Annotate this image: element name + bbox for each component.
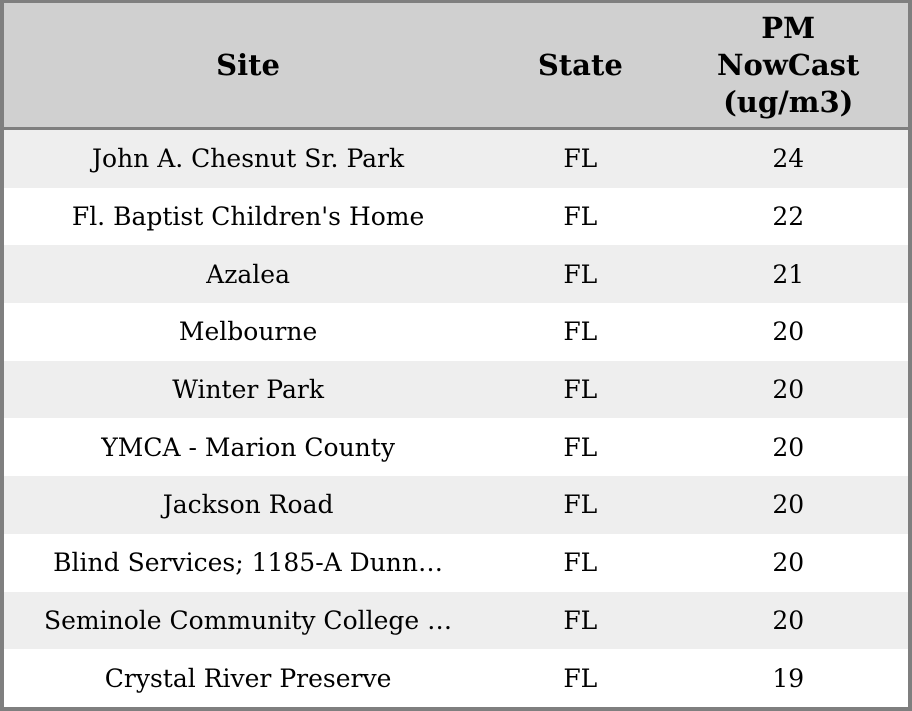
pm-nowcast-cell: 20 xyxy=(772,490,805,520)
site-cell: Winter Park xyxy=(172,375,324,405)
table-row: Jackson Road FL 20 xyxy=(4,476,908,534)
table-row: Azalea FL 21 xyxy=(4,245,908,304)
state-cell: FL xyxy=(563,317,598,347)
column-header-site: Site xyxy=(4,3,493,130)
table-body: John A. Chesnut Sr. Park FL 24 Fl. Bapti… xyxy=(4,128,908,707)
site-cell: Seminole Community College … xyxy=(44,605,453,635)
table-row: Melbourne FL 20 xyxy=(4,303,908,361)
site-cell: Azalea xyxy=(206,259,290,289)
state-cell: FL xyxy=(563,548,598,578)
site-cell: Blind Services; 1185-A Dunn… xyxy=(53,548,443,578)
table-row: Winter Park FL 20 xyxy=(4,360,908,419)
site-cell: Fl. Baptist Children's Home xyxy=(71,202,425,232)
pm-nowcast-cell: 21 xyxy=(772,259,805,289)
header-row: Site State PM NowCast (ug/m3) xyxy=(4,3,908,130)
table-row: Crystal River Preserve FL 19 xyxy=(4,649,908,707)
site-cell: Jackson Road xyxy=(162,490,334,520)
pm-nowcast-cell: 19 xyxy=(772,663,805,693)
table-row: John A. Chesnut Sr. Park FL 24 xyxy=(4,128,908,188)
table-header: Site State PM NowCast (ug/m3) xyxy=(4,3,908,130)
state-cell: FL xyxy=(563,605,598,635)
pm-nowcast-cell: 20 xyxy=(772,605,805,635)
column-header-state: State xyxy=(492,3,669,130)
pm-nowcast-cell: 20 xyxy=(772,317,805,347)
table-row: Seminole Community College … FL 20 xyxy=(4,591,908,650)
state-cell: FL xyxy=(563,144,598,174)
pm-nowcast-cell: 20 xyxy=(772,375,805,405)
pm-nowcast-cell: 24 xyxy=(772,144,805,174)
state-cell: FL xyxy=(563,375,598,405)
pm-nowcast-cell: 22 xyxy=(772,202,805,232)
state-cell: FL xyxy=(563,490,598,520)
state-cell: FL xyxy=(563,663,598,693)
state-cell: FL xyxy=(563,259,598,289)
state-cell: FL xyxy=(563,202,598,232)
table-row: Fl. Baptist Children's Home FL 22 xyxy=(4,187,908,246)
air-quality-table: Site State PM NowCast (ug/m3) John A. Ch… xyxy=(4,3,908,707)
site-cell: Crystal River Preserve xyxy=(104,663,392,693)
pm-nowcast-cell: 20 xyxy=(772,432,805,462)
column-header-pm-nowcast: PM NowCast (ug/m3) xyxy=(668,3,908,130)
table-row: YMCA - Marion County FL 20 xyxy=(4,418,908,477)
pm-nowcast-cell: 20 xyxy=(772,548,805,578)
site-cell: Melbourne xyxy=(178,317,318,347)
table-row: Blind Services; 1185-A Dunn… FL 20 xyxy=(4,533,908,592)
site-cell: John A. Chesnut Sr. Park xyxy=(92,144,405,174)
site-cell: YMCA - Marion County xyxy=(101,432,395,462)
state-cell: FL xyxy=(563,432,598,462)
